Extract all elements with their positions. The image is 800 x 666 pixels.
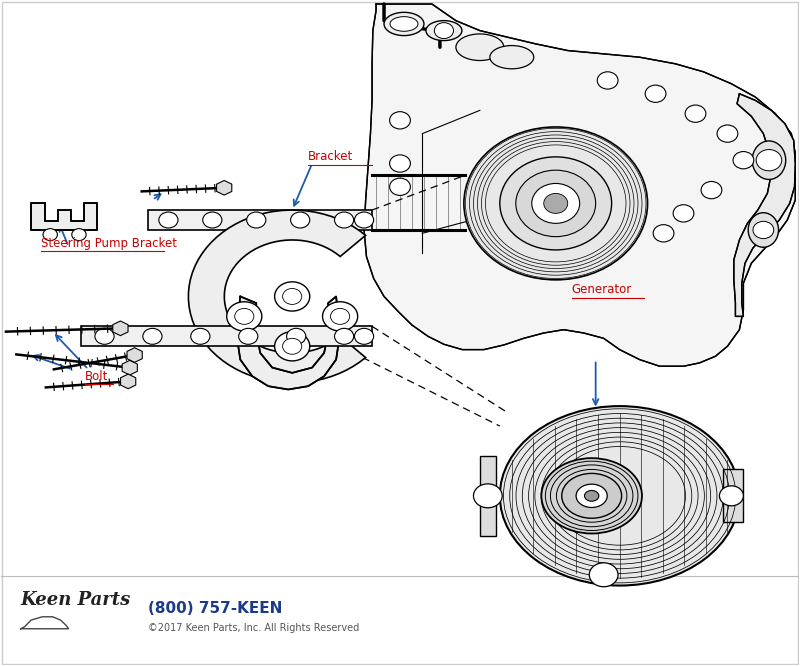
Ellipse shape [456,34,504,61]
Circle shape [286,328,306,344]
Circle shape [500,157,612,250]
Circle shape [202,212,222,228]
Ellipse shape [542,458,642,533]
Circle shape [226,302,262,331]
Text: Steering Pump Bracket: Steering Pump Bracket [41,237,177,250]
Circle shape [598,72,618,89]
Ellipse shape [384,13,424,35]
Circle shape [95,328,114,344]
Polygon shape [81,326,372,346]
Circle shape [685,105,706,123]
Circle shape [72,228,86,240]
Ellipse shape [752,141,786,179]
Polygon shape [364,4,795,366]
Circle shape [354,328,374,344]
Circle shape [701,181,722,198]
Circle shape [274,332,310,361]
Circle shape [645,85,666,103]
Circle shape [544,193,568,213]
Circle shape [464,127,647,280]
Circle shape [354,212,374,228]
Polygon shape [149,210,372,230]
Circle shape [434,23,454,39]
Polygon shape [122,360,138,375]
Ellipse shape [748,212,778,247]
Ellipse shape [576,484,607,507]
Circle shape [717,125,738,143]
Circle shape [653,224,674,242]
Polygon shape [723,470,743,522]
Ellipse shape [585,490,599,501]
Polygon shape [189,210,366,383]
Circle shape [673,204,694,222]
Circle shape [390,155,410,172]
Ellipse shape [562,474,622,518]
Circle shape [282,288,302,304]
Circle shape [246,212,266,228]
Circle shape [238,328,258,344]
Ellipse shape [500,406,739,585]
Text: (800) 757-KEEN: (800) 757-KEEN [149,601,283,617]
Circle shape [322,302,358,331]
Circle shape [330,308,350,324]
Circle shape [390,178,410,195]
Polygon shape [121,374,136,389]
Polygon shape [236,296,340,390]
Text: Bolt: Bolt [85,370,108,383]
Text: ©2017 Keen Parts, Inc. All Rights Reserved: ©2017 Keen Parts, Inc. All Rights Reserv… [149,623,360,633]
Circle shape [756,150,782,171]
Circle shape [334,328,354,344]
Circle shape [334,212,354,228]
Circle shape [516,170,596,236]
Circle shape [390,112,410,129]
Polygon shape [113,321,128,336]
Text: Bracket: Bracket [308,151,354,163]
Circle shape [143,328,162,344]
Ellipse shape [390,17,418,31]
Text: Keen Parts: Keen Parts [21,591,131,609]
Ellipse shape [490,45,534,69]
Circle shape [532,183,580,223]
Circle shape [753,221,774,238]
Circle shape [590,563,618,587]
Circle shape [290,212,310,228]
Circle shape [474,484,502,507]
Circle shape [159,212,178,228]
Text: Generator: Generator [572,283,632,296]
Polygon shape [480,456,496,535]
Circle shape [274,282,310,311]
Circle shape [43,228,58,240]
Circle shape [190,328,210,344]
Circle shape [234,308,254,324]
Polygon shape [217,180,232,195]
Polygon shape [127,348,142,362]
Polygon shape [31,203,97,230]
Circle shape [733,152,754,169]
Polygon shape [734,94,795,316]
Ellipse shape [426,21,462,41]
Circle shape [719,486,743,505]
Circle shape [282,338,302,354]
